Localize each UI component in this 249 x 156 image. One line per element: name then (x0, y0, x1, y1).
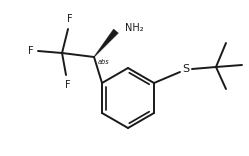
Text: NH₂: NH₂ (125, 23, 144, 33)
Text: S: S (183, 64, 189, 74)
Text: F: F (28, 46, 34, 56)
Text: F: F (67, 14, 73, 24)
Text: F: F (65, 80, 71, 90)
Polygon shape (94, 29, 119, 57)
Text: abs: abs (98, 59, 110, 65)
